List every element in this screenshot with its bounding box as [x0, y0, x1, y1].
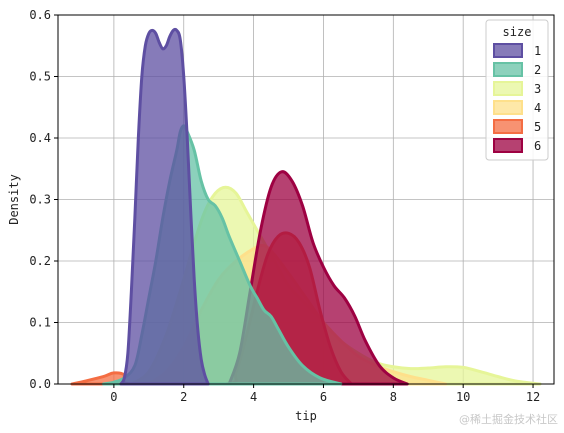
- x-axis-label: tip: [295, 409, 317, 423]
- y-tick-label: 0.0: [29, 377, 51, 391]
- legend-swatch-4: [493, 100, 523, 115]
- x-tick-label: 6: [320, 390, 327, 404]
- density-area-size-1: [119, 27, 210, 386]
- y-tick-label: 0.3: [29, 193, 51, 207]
- legend-swatch-1: [493, 43, 523, 58]
- legend-swatch-6: [493, 138, 523, 153]
- x-axis-ticks: 0 2 4 6 8 10 12: [110, 384, 540, 404]
- x-tick-label: 2: [180, 390, 187, 404]
- x-tick-label: 10: [456, 390, 470, 404]
- x-tick-label: 4: [250, 390, 257, 404]
- y-tick-label: 0.6: [29, 8, 51, 22]
- y-axis-ticks: 0.0 0.1 0.2 0.3 0.4 0.5 0.6: [29, 8, 58, 391]
- legend-label-2: 2: [534, 63, 541, 77]
- legend-swatch-5: [493, 119, 523, 134]
- y-tick-label: 0.4: [29, 131, 51, 145]
- legend-title: size: [503, 25, 532, 39]
- density-areas: [70, 27, 542, 386]
- legend-label-5: 5: [534, 120, 541, 134]
- y-tick-label: 0.1: [29, 316, 51, 330]
- y-tick-label: 0.5: [29, 70, 51, 84]
- x-tick-label: 8: [390, 390, 397, 404]
- legend-label-6: 6: [534, 139, 541, 153]
- legend-swatch-2: [493, 62, 523, 77]
- legend-label-4: 4: [534, 101, 541, 115]
- legend-label-3: 3: [534, 82, 541, 96]
- x-tick-label: 12: [526, 390, 540, 404]
- watermark: @稀土掘金技术社区: [459, 413, 558, 426]
- y-axis-label: Density: [7, 174, 21, 225]
- legend-label-1: 1: [534, 44, 541, 58]
- y-tick-label: 0.2: [29, 254, 51, 268]
- legend-swatch-3: [493, 81, 523, 96]
- x-tick-label: 0: [110, 390, 117, 404]
